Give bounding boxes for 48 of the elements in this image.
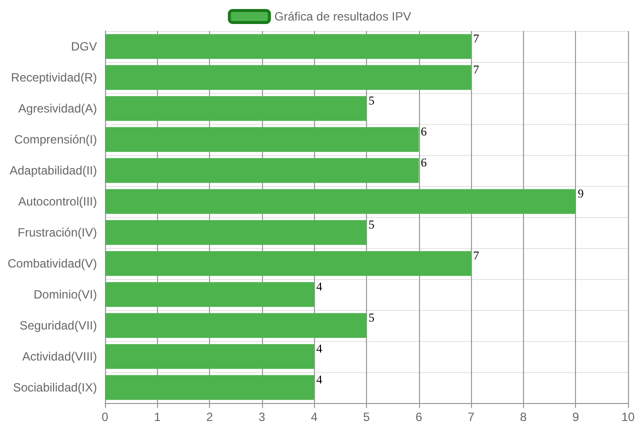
x-tick-label: 6 [415,410,422,424]
y-tick-label: Actividad(VIII) [22,350,97,364]
bar [105,344,314,369]
bar [105,220,366,245]
x-tick-label: 4 [310,410,318,424]
x-tick-label: 9 [572,410,580,424]
y-tick-label: Combatividad(V) [8,256,97,270]
y-tick-label: DGV [70,40,97,54]
x-tick-label: 2 [206,410,214,424]
data-label: 7 [473,32,480,46]
bar [105,189,576,214]
x-tick-label: 8 [520,410,528,424]
bar [105,65,472,90]
data-label: 5 [368,94,374,108]
y-tick-label: Autocontrol(III) [18,194,97,208]
data-label: 9 [578,186,584,200]
legend-label: Gráfica de resultados IPV [274,10,412,24]
y-tick-label: Comprensión(I) [14,132,97,146]
data-label: 4 [316,280,322,294]
data-label: 7 [473,248,480,262]
x-tick-label: 10 [621,410,635,424]
y-tick-label: Adaptabilidad(II) [10,164,97,178]
y-tick-label: Frustración(IV) [18,226,97,240]
y-tick-label: Seguridad(VII) [20,318,97,332]
bar [105,282,314,307]
bar [105,96,366,121]
data-label: 7 [473,62,480,76]
data-label: 5 [368,310,374,324]
bar [105,313,366,338]
x-tick-label: 3 [258,410,266,424]
data-label: 6 [420,156,427,170]
bar [105,158,419,183]
data-label: 4 [316,342,322,356]
bar [105,127,419,152]
x-tick-label: 7 [468,410,475,424]
bar [105,375,314,400]
x-tick-label: 5 [363,410,370,424]
data-label: 6 [420,124,427,138]
y-tick-label: Sociabilidad(IX) [12,380,97,394]
y-tick-label: Dominio(VI) [34,288,97,302]
y-tick-label: Receptividad(R) [10,70,97,84]
x-tick-label: 0 [102,410,109,424]
bar [105,251,472,276]
y-tick-label: Agresividad(A) [18,102,97,116]
bar [105,34,472,59]
data-label: 4 [316,372,322,386]
data-label: 5 [368,218,374,232]
x-tick-label: 1 [154,410,161,424]
